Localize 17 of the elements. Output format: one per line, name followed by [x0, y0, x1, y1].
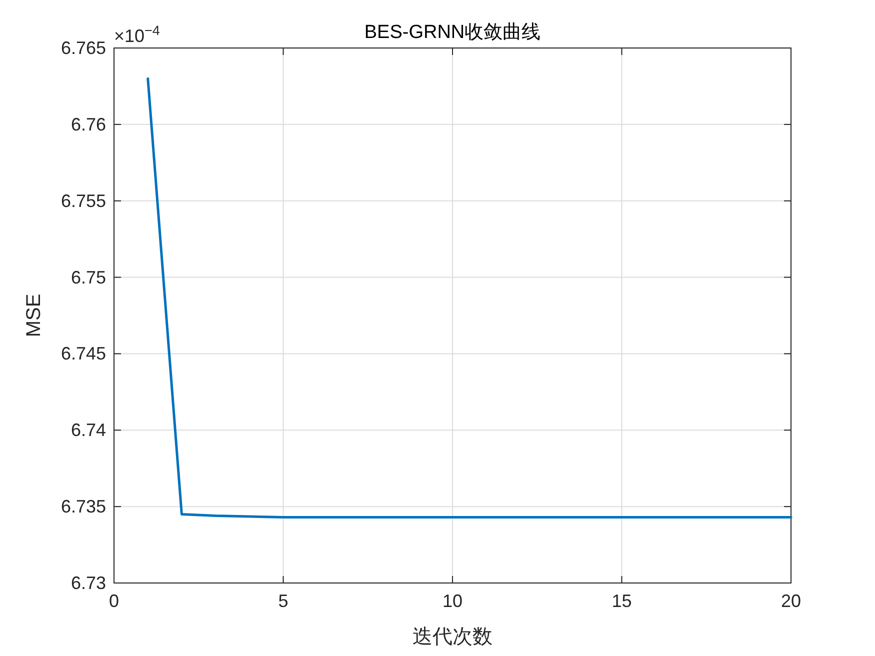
- x-tick-label: 5: [278, 591, 288, 611]
- y-tick-label: 6.755: [60, 190, 106, 211]
- chart-title: BES-GRNN收敛曲线: [364, 22, 541, 43]
- y-tick-label: 6.76: [70, 114, 106, 134]
- x-tick-label: 0: [108, 591, 120, 611]
- text: ×10$^{−4}$: [114, 22, 160, 46]
- x-tick-label: 15: [612, 591, 632, 611]
- x-tick-label: 10: [442, 591, 463, 611]
- x-axis-title: 迭代次数: [412, 626, 492, 648]
- y-tick-label: 6.73: [70, 573, 106, 593]
- y-tick-label: 6.745: [60, 344, 106, 364]
- x-tick-label: 20: [780, 591, 802, 611]
- y-tick-label: 6.765: [60, 38, 106, 58]
- y-tick-label: 6.74: [70, 420, 106, 440]
- y-tick-label: 6.75: [70, 267, 106, 288]
- y-axis-title: MSE: [23, 294, 45, 338]
- y-tick-label: 6.735: [60, 496, 106, 517]
